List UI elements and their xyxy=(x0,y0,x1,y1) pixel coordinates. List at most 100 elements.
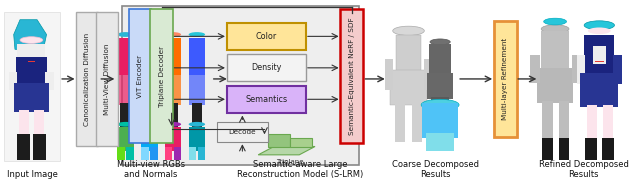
FancyBboxPatch shape xyxy=(117,38,134,75)
FancyBboxPatch shape xyxy=(164,147,172,160)
FancyBboxPatch shape xyxy=(559,101,569,140)
FancyBboxPatch shape xyxy=(126,147,134,160)
FancyBboxPatch shape xyxy=(34,110,44,149)
FancyBboxPatch shape xyxy=(412,103,422,142)
Circle shape xyxy=(189,122,205,127)
FancyBboxPatch shape xyxy=(150,9,173,143)
Text: Input Image: Input Image xyxy=(7,170,58,179)
Polygon shape xyxy=(290,138,312,146)
FancyBboxPatch shape xyxy=(530,55,540,83)
FancyBboxPatch shape xyxy=(4,12,60,161)
FancyBboxPatch shape xyxy=(613,55,622,85)
FancyBboxPatch shape xyxy=(117,73,134,105)
FancyBboxPatch shape xyxy=(390,70,428,105)
FancyBboxPatch shape xyxy=(595,61,604,62)
Text: Decode: Decode xyxy=(228,129,256,135)
FancyBboxPatch shape xyxy=(9,72,17,90)
FancyBboxPatch shape xyxy=(603,105,613,140)
Polygon shape xyxy=(258,146,315,155)
Circle shape xyxy=(141,32,157,37)
Polygon shape xyxy=(268,134,290,146)
FancyBboxPatch shape xyxy=(168,103,178,131)
FancyBboxPatch shape xyxy=(602,138,614,160)
FancyBboxPatch shape xyxy=(593,46,605,64)
Text: Coarse Decomposed
Results: Coarse Decomposed Results xyxy=(392,160,479,179)
FancyBboxPatch shape xyxy=(426,133,454,151)
FancyBboxPatch shape xyxy=(33,134,46,160)
FancyBboxPatch shape xyxy=(120,103,131,131)
FancyBboxPatch shape xyxy=(580,73,618,107)
Circle shape xyxy=(20,37,43,43)
FancyBboxPatch shape xyxy=(587,105,596,140)
FancyBboxPatch shape xyxy=(17,44,45,75)
FancyBboxPatch shape xyxy=(227,54,306,81)
FancyBboxPatch shape xyxy=(141,147,149,160)
FancyBboxPatch shape xyxy=(28,61,35,62)
Text: Color: Color xyxy=(256,32,277,41)
FancyBboxPatch shape xyxy=(395,103,404,142)
FancyBboxPatch shape xyxy=(164,127,181,151)
FancyBboxPatch shape xyxy=(396,35,421,72)
FancyBboxPatch shape xyxy=(227,86,306,113)
FancyBboxPatch shape xyxy=(584,35,614,75)
Circle shape xyxy=(141,122,157,127)
FancyBboxPatch shape xyxy=(422,103,458,138)
Text: Semantics: Semantics xyxy=(245,95,287,104)
FancyBboxPatch shape xyxy=(541,31,569,70)
Text: Multi-view RGBs
and Normals: Multi-view RGBs and Normals xyxy=(116,160,185,179)
Text: Density: Density xyxy=(251,63,282,72)
Text: Canonicalization Diffusion: Canonicalization Diffusion xyxy=(84,32,90,125)
Text: Refined Decomposed
Results: Refined Decomposed Results xyxy=(539,160,628,179)
FancyBboxPatch shape xyxy=(173,147,181,160)
FancyBboxPatch shape xyxy=(117,127,134,151)
FancyBboxPatch shape xyxy=(577,55,586,85)
Circle shape xyxy=(189,32,205,37)
FancyBboxPatch shape xyxy=(164,38,181,75)
Circle shape xyxy=(117,122,134,127)
FancyBboxPatch shape xyxy=(189,127,205,151)
Text: Multi-View Diffusion: Multi-View Diffusion xyxy=(104,43,110,115)
FancyBboxPatch shape xyxy=(145,103,155,131)
Text: Semantic-aware Large
Reconstruction Model (S-LRM): Semantic-aware Large Reconstruction Mode… xyxy=(237,160,364,179)
FancyBboxPatch shape xyxy=(189,147,196,160)
FancyBboxPatch shape xyxy=(141,38,157,75)
Text: ViT Encoder: ViT Encoder xyxy=(137,55,143,98)
FancyBboxPatch shape xyxy=(385,59,394,90)
FancyBboxPatch shape xyxy=(559,138,569,160)
Circle shape xyxy=(430,39,450,45)
Circle shape xyxy=(164,32,181,37)
FancyBboxPatch shape xyxy=(13,83,49,112)
FancyBboxPatch shape xyxy=(586,138,597,160)
Circle shape xyxy=(588,27,611,34)
Text: Multi-layer Refinement: Multi-layer Refinement xyxy=(502,38,508,120)
FancyBboxPatch shape xyxy=(192,103,202,131)
Circle shape xyxy=(544,18,566,25)
FancyBboxPatch shape xyxy=(189,38,205,75)
FancyBboxPatch shape xyxy=(189,73,205,105)
Circle shape xyxy=(541,25,569,33)
Polygon shape xyxy=(13,20,47,49)
FancyBboxPatch shape xyxy=(45,72,54,90)
FancyBboxPatch shape xyxy=(198,147,205,160)
FancyBboxPatch shape xyxy=(227,23,306,50)
FancyBboxPatch shape xyxy=(424,59,433,90)
FancyBboxPatch shape xyxy=(431,97,449,112)
FancyBboxPatch shape xyxy=(19,110,29,149)
FancyBboxPatch shape xyxy=(572,55,582,83)
Circle shape xyxy=(117,32,134,37)
FancyBboxPatch shape xyxy=(538,68,573,103)
Circle shape xyxy=(393,26,424,36)
Circle shape xyxy=(584,21,614,30)
FancyBboxPatch shape xyxy=(428,73,452,99)
FancyBboxPatch shape xyxy=(429,44,451,75)
Circle shape xyxy=(421,99,459,110)
FancyBboxPatch shape xyxy=(340,9,363,143)
FancyBboxPatch shape xyxy=(97,12,118,146)
Text: Triplane Decoder: Triplane Decoder xyxy=(159,46,164,107)
FancyBboxPatch shape xyxy=(16,57,47,85)
FancyBboxPatch shape xyxy=(543,138,552,160)
FancyBboxPatch shape xyxy=(494,21,516,137)
FancyBboxPatch shape xyxy=(217,122,268,142)
FancyBboxPatch shape xyxy=(141,127,157,151)
FancyBboxPatch shape xyxy=(543,101,552,140)
